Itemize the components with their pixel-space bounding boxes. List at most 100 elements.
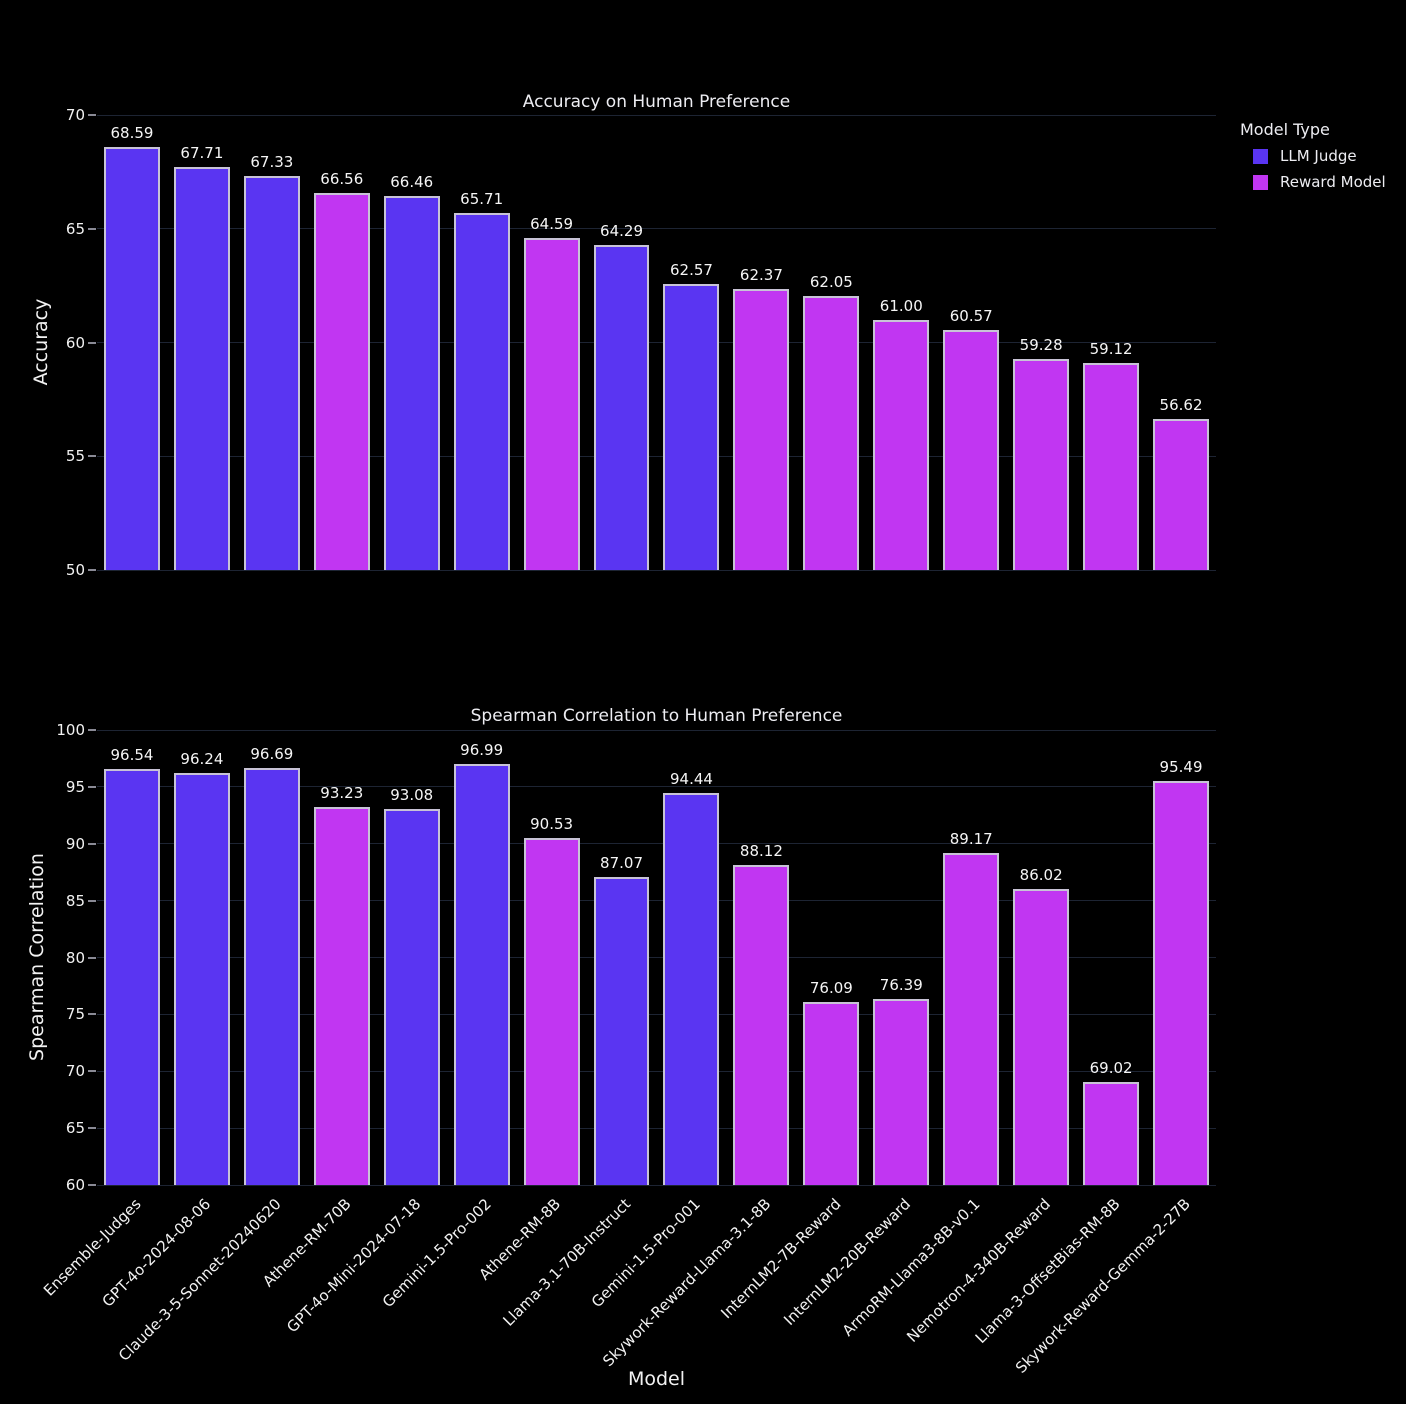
bar-value-label: 93.08: [390, 785, 434, 804]
spearman-chart-title: Spearman Correlation to Human Preference: [470, 706, 843, 726]
bar-Athene-RM-8B: [523, 837, 580, 1185]
x-tick-label: ArmoRM-Llama3-8B-v0.1: [839, 1195, 984, 1340]
bar-Skywork-Reward-Gemma-2-27B: [1153, 419, 1209, 570]
x-tick-label: InternLM2-20B-Reward: [780, 1195, 915, 1329]
bar-value-label: 56.62: [1159, 396, 1203, 415]
y-tick-mark: [88, 899, 96, 902]
bar-GPT-4o-Mini-2024-07-18: [383, 195, 440, 570]
bar-value-label: 62.57: [669, 261, 713, 280]
bar-value-label: 76.39: [879, 975, 923, 994]
bar-ArmoRM-Llama3-8B-v0.1: [943, 853, 1000, 1185]
x-tick-label: Nemotron-4-340B-Reward: [903, 1195, 1054, 1346]
bar-Skywork-Reward-Gemma-2-27B: [1153, 781, 1209, 1185]
bar-Claude-3-5-Sonnet-20240620: [243, 767, 300, 1185]
bar-Llama-3-OffsetBias-RM-8B: [1083, 362, 1140, 570]
y-tick-label: 85: [65, 891, 85, 910]
y-tick-mark: [88, 227, 96, 230]
bar-value-label: 64.29: [600, 221, 643, 240]
bar-value-label: 93.23: [320, 784, 364, 802]
bar-value-label: 68.59: [110, 124, 154, 143]
x-tick-label: Llama-3.1-70B-Instruct: [499, 1195, 635, 1330]
bar-value-label: 90.53: [530, 814, 574, 833]
legend-title: Model Type: [1240, 120, 1330, 139]
spearman-plot-area: 60 65 70 75 80 85 90 95 100 96.54 96.24 96.69 93.23 9…: [40, 721, 1216, 1377]
bar-value-label: 76.09: [809, 978, 853, 997]
y-tick-label: 80: [65, 948, 85, 967]
bar-ArmoRM-Llama3-8B-v0.1: [943, 329, 1000, 570]
y-tick-label: 90: [65, 834, 85, 853]
gridline: [97, 786, 1216, 788]
y-tick-mark: [88, 114, 96, 116]
y-tick-label: 60: [65, 333, 85, 352]
bar-Llama-3-OffsetBias-RM-8B: [1083, 1082, 1140, 1185]
y-tick-mark: [88, 569, 96, 571]
gridline: [97, 569, 1216, 571]
y-tick-mark: [88, 956, 96, 959]
bar-Gemini-1.5-Pro-001: [663, 284, 720, 570]
bar-value-label: 60.57: [949, 306, 993, 325]
bar-Athene-RM-70B: [313, 807, 370, 1185]
gridline: [97, 729, 1216, 731]
bar-Llama-3.1-70B-Instruct: [593, 244, 650, 570]
y-tick-mark: [88, 341, 96, 344]
bar-value-label: 59.28: [1019, 335, 1063, 354]
bar-Gemini-1.5-Pro-002: [453, 212, 510, 570]
bar-value-label: 88.12: [739, 842, 783, 861]
gridline: [97, 957, 1216, 958]
y-tick-label: 95: [65, 777, 85, 796]
y-tick-label: 70: [65, 1062, 85, 1081]
legend-item-label: LLM Judge: [1280, 147, 1357, 165]
y-tick-label: 75: [65, 1005, 85, 1024]
y-tick-mark: [88, 785, 96, 788]
y-tick-mark: [88, 455, 96, 458]
gridline: [97, 342, 1216, 343]
bar-value-label: 87.07: [600, 854, 643, 873]
bar-Llama-3.1-70B-Instruct: [593, 877, 650, 1185]
x-tick-label: GPT-4o-Mini-2024-07-18: [283, 1195, 425, 1337]
y-tick-label: 65: [65, 219, 85, 238]
y-tick-mark: [88, 1184, 96, 1186]
bar-value-label: 95.49: [1159, 758, 1203, 777]
y-tick-label: 65: [65, 1119, 85, 1138]
y-tick-mark: [88, 1013, 96, 1016]
bar-Skywork-Reward-Llama-3.1-8B: [733, 865, 790, 1185]
bar-value-label: 66.46: [390, 172, 434, 191]
legend-item-label: Reward Model: [1280, 173, 1386, 191]
bar-value-label: 64.59: [530, 215, 574, 234]
bar-GPT-4o-2024-08-06: [173, 772, 230, 1185]
accuracy-plot-area: 50 55 60 65 70 68.59 67.71 67.33 66.56 66.46 65.71…: [66, 106, 1216, 579]
bar-Athene-RM-8B: [523, 238, 580, 570]
y-tick-label: 100: [56, 721, 85, 739]
gridline: [97, 1184, 1216, 1186]
bar-value-label: 67.33: [250, 152, 294, 171]
legend-item-reward-model: Reward Model: [1253, 173, 1386, 191]
bar-InternLM2-20B-Reward: [873, 319, 930, 570]
bar-value-label: 69.02: [1089, 1059, 1133, 1078]
bar-value-label: 96.99: [460, 741, 504, 760]
bar-value-label: 61.00: [879, 296, 923, 315]
x-tick-label: InternLM2-7B-Reward: [716, 1195, 845, 1323]
bar-InternLM2-20B-Reward: [873, 998, 930, 1185]
gridline: [97, 900, 1216, 902]
bar-value-label: 62.05: [809, 272, 853, 291]
reward-model-swatch-icon: [1253, 174, 1268, 190]
gridline: [97, 1070, 1216, 1072]
bar-value-label: 94.44: [669, 770, 713, 789]
bar-Nemotron-4-340B-Reward: [1013, 358, 1070, 570]
bar-Gemini-1.5-Pro-002: [453, 764, 510, 1185]
gridline: [97, 114, 1216, 116]
y-tick-label: 55: [65, 447, 85, 466]
bar-InternLM2-7B-Reward: [803, 1001, 860, 1185]
bar-value-label: 65.71: [460, 189, 504, 208]
gridline: [97, 1013, 1216, 1015]
bar-Athene-RM-70B: [313, 193, 370, 570]
bar-Nemotron-4-340B-Reward: [1013, 889, 1070, 1185]
y-tick-mark: [88, 842, 96, 845]
accuracy-chart-title: Accuracy on Human Preference: [522, 92, 791, 112]
bar-GPT-4o-2024-08-06: [173, 167, 230, 570]
bar-value-label: 66.56: [320, 170, 364, 189]
gridline: [97, 228, 1216, 230]
y-tick-mark: [88, 1127, 96, 1130]
x-tick-label: Llama-3-OffsetBias-RM-8B: [971, 1195, 1124, 1347]
